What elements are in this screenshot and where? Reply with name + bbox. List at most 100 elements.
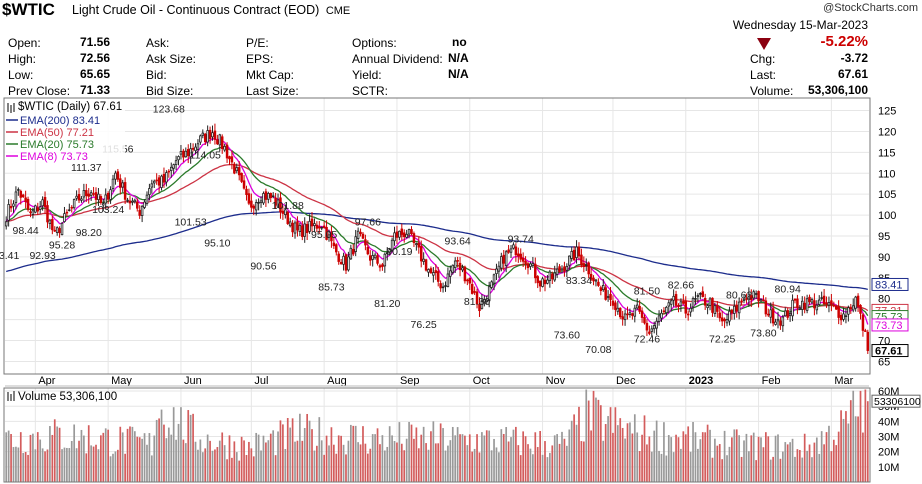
candle-body bbox=[458, 262, 462, 271]
candle-body bbox=[699, 293, 702, 295]
price-annotations: 98.4493.4192.9395.2898.20111.37103.24115… bbox=[0, 104, 801, 356]
volume-bar bbox=[211, 450, 214, 482]
volume-bar bbox=[313, 450, 316, 482]
volume-bar bbox=[126, 428, 129, 482]
volume-bar bbox=[68, 448, 71, 482]
candle-body bbox=[827, 302, 831, 306]
volume-bar bbox=[857, 416, 859, 482]
volume-bar bbox=[366, 453, 369, 482]
volume-bar bbox=[660, 453, 663, 482]
volume-bar bbox=[498, 452, 500, 482]
candle-body bbox=[742, 298, 746, 301]
volume-bar bbox=[631, 433, 634, 482]
label-chg: Chg: bbox=[750, 52, 776, 66]
candle-body bbox=[774, 321, 777, 325]
volume-bar bbox=[311, 429, 313, 482]
volume-bar bbox=[716, 445, 719, 482]
candle-body bbox=[9, 206, 13, 209]
price-annotation: 111.37 bbox=[71, 162, 102, 174]
candle-body bbox=[633, 307, 637, 317]
volume-bar bbox=[602, 440, 605, 482]
candle-body bbox=[849, 307, 853, 310]
volume-bar bbox=[718, 444, 721, 482]
candle-body bbox=[7, 204, 10, 221]
candle-body bbox=[854, 296, 857, 309]
volume-bar bbox=[34, 449, 37, 482]
candle-body bbox=[859, 304, 862, 314]
candle-body bbox=[366, 246, 370, 255]
volume-bar bbox=[643, 415, 646, 482]
volume-bar bbox=[512, 429, 515, 482]
candle-body bbox=[635, 304, 639, 309]
candle-body bbox=[582, 263, 586, 268]
candle-body bbox=[126, 199, 129, 202]
candle-body bbox=[473, 291, 476, 293]
candle-body bbox=[592, 277, 595, 282]
volume-glyph-icon bbox=[7, 391, 15, 401]
volume-bar bbox=[801, 457, 804, 482]
price-tick-label: 115 bbox=[878, 147, 896, 159]
volume-bar bbox=[206, 434, 209, 482]
price-annotation: 92.93 bbox=[29, 250, 55, 262]
value-chg: -3.72 bbox=[840, 51, 868, 65]
candle-body bbox=[267, 193, 270, 200]
volume-tick-label: 30M bbox=[878, 432, 899, 444]
volume-bar bbox=[529, 448, 532, 482]
volume-bar bbox=[709, 429, 711, 482]
volume-bar bbox=[362, 426, 364, 482]
volume-bar bbox=[862, 432, 864, 482]
volume-bar bbox=[444, 450, 447, 482]
candle-body bbox=[145, 194, 149, 204]
price-tick-label: 80 bbox=[878, 294, 890, 306]
candle-body bbox=[691, 298, 695, 308]
volume-bar bbox=[85, 453, 88, 482]
volume-bar bbox=[29, 434, 32, 482]
candle-body bbox=[424, 259, 428, 271]
candle-body bbox=[534, 263, 537, 279]
volume-bar bbox=[245, 454, 248, 482]
candle-body bbox=[327, 234, 331, 238]
volume-bar bbox=[500, 429, 503, 482]
candle-body bbox=[167, 170, 171, 173]
volume-bar bbox=[180, 407, 182, 482]
candle-body bbox=[713, 305, 717, 314]
volume-bar bbox=[539, 431, 541, 482]
candle-body bbox=[184, 150, 188, 158]
volume-bar bbox=[177, 423, 180, 482]
volume-bar bbox=[226, 459, 228, 482]
volume-bar bbox=[422, 426, 425, 482]
volume-bar bbox=[587, 400, 590, 482]
candle-body bbox=[703, 298, 707, 306]
volume-bar bbox=[286, 417, 289, 482]
candle-body bbox=[861, 314, 865, 331]
candle-body bbox=[604, 287, 607, 300]
candle-body bbox=[837, 306, 840, 318]
volume-bar bbox=[779, 458, 782, 482]
volume-bar bbox=[36, 432, 39, 482]
candle-body bbox=[672, 295, 675, 301]
volume-legend: Volume 53,306,100 bbox=[7, 391, 117, 403]
candle-body bbox=[330, 232, 333, 242]
volume-bar bbox=[743, 440, 745, 482]
candle-body bbox=[805, 298, 809, 311]
volume-bar bbox=[692, 421, 694, 482]
candle-body bbox=[352, 249, 355, 255]
volume-bar bbox=[789, 442, 791, 482]
volume-bar bbox=[738, 435, 741, 482]
month-label: Oct bbox=[473, 375, 490, 387]
legend-ema50: EMA(50) 77.21 bbox=[20, 127, 94, 139]
volume-bar bbox=[665, 455, 668, 482]
candle-body bbox=[46, 205, 49, 223]
candle-body bbox=[339, 262, 343, 265]
volume-bar bbox=[417, 448, 420, 482]
volume-bar bbox=[282, 424, 284, 482]
candle-body bbox=[747, 293, 751, 301]
volume-bar bbox=[260, 450, 262, 482]
volume-bar bbox=[604, 424, 607, 482]
volume-bar bbox=[376, 428, 379, 482]
candle-body bbox=[162, 174, 166, 183]
month-label: May bbox=[111, 375, 132, 387]
candle-body bbox=[577, 246, 581, 257]
candle-body bbox=[402, 232, 406, 238]
volume-bar bbox=[83, 435, 85, 482]
